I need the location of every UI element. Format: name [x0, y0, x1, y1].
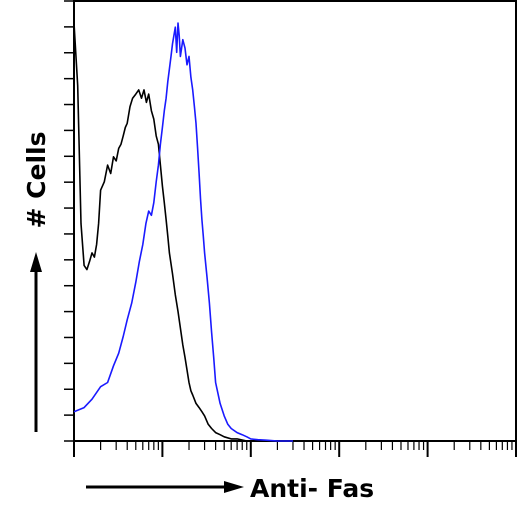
- x-axis-label: Anti- Fas: [250, 474, 374, 503]
- y-axis-label: # Cells: [22, 132, 51, 229]
- histogram-series-line-1: [73, 22, 269, 442]
- y-axis-arrowhead-icon: [30, 252, 42, 272]
- x-axis-arrowhead-icon: [224, 481, 244, 493]
- plot-frame: [73, 0, 517, 442]
- histogram-series: [73, 22, 293, 442]
- histogram-series-line-2: [73, 22, 293, 442]
- x-axis-ticks: [73, 441, 517, 457]
- y-axis-label-group: # Cells: [22, 132, 51, 432]
- x-axis-label-group: Anti- Fas: [86, 474, 374, 503]
- y-axis-ticks: [64, 0, 74, 442]
